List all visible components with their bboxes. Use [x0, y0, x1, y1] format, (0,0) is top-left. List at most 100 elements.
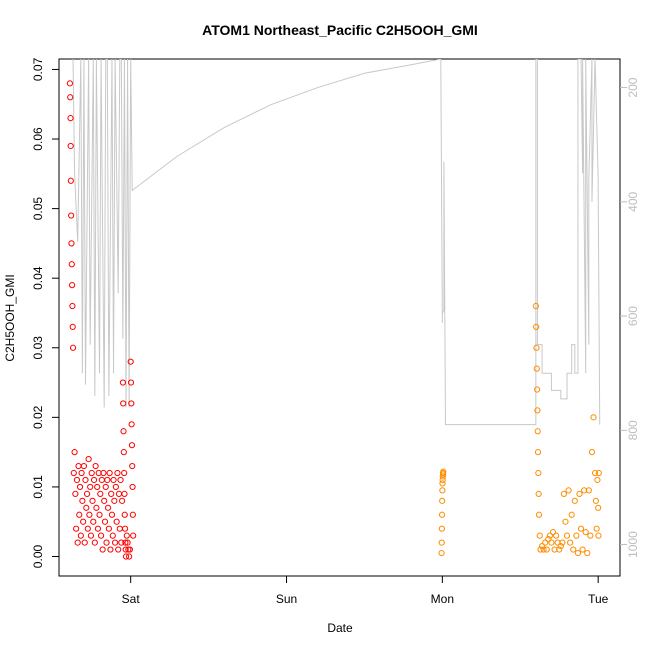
data-point: [94, 483, 101, 491]
y-tick-label: 0.00: [31, 545, 45, 569]
data-point: [121, 490, 128, 497]
data-point: [560, 490, 568, 497]
data-point: [81, 539, 88, 546]
data-point: [82, 476, 89, 484]
data-point: [570, 546, 577, 553]
data-point: [126, 553, 133, 560]
data-point: [93, 504, 100, 511]
data-point: [99, 546, 106, 553]
data-point: [103, 539, 110, 546]
data-point: [584, 549, 591, 557]
data-point: [87, 532, 95, 539]
data-point: [120, 428, 127, 435]
data-point: [105, 525, 112, 532]
data-point: [535, 490, 542, 497]
data-point: [591, 469, 599, 477]
axes-layer: 0.00 0.01 0.02 0.03 0.04 0.05 0.06 0.07 Sat Sun Mo…: [31, 57, 640, 606]
data-point: [107, 546, 114, 553]
data-point: [69, 302, 76, 310]
data-point: [96, 511, 103, 518]
y-tick-label: 0.02: [31, 405, 45, 429]
data-point: [89, 497, 96, 504]
data-point: [533, 323, 540, 330]
data-point: [88, 469, 95, 477]
data-point: [95, 469, 102, 477]
x-tick-label: Tue: [588, 592, 609, 606]
x-tick-label: Sun: [276, 592, 297, 606]
data-point: [128, 400, 135, 407]
data-point: [80, 518, 87, 525]
data-point: [565, 487, 572, 494]
data-point: [67, 177, 74, 184]
data-point: [85, 456, 92, 463]
data-point: [68, 212, 75, 219]
data-point: [439, 497, 446, 504]
data-point: [535, 469, 542, 477]
data-point: [438, 511, 446, 518]
data-point: [568, 511, 575, 518]
data-point: [533, 365, 540, 372]
data-point: [439, 480, 446, 487]
data-point: [574, 549, 582, 557]
right-axis-tick-label: 1000: [626, 531, 640, 558]
right-axis-tick-label: 800: [626, 420, 640, 440]
data-point: [546, 532, 553, 539]
data-point: [69, 344, 77, 351]
data-point: [551, 546, 558, 553]
data-point: [109, 532, 116, 539]
data-point: [73, 525, 80, 532]
data-point: [587, 532, 594, 539]
data-point: [122, 539, 129, 546]
data-point: [67, 115, 74, 122]
data-point: [571, 497, 578, 504]
data-point: [119, 379, 126, 386]
data-point: [121, 511, 128, 518]
data-point: [128, 442, 136, 449]
data-point: [438, 549, 445, 557]
data-point: [92, 462, 99, 470]
data-point: [533, 344, 540, 351]
data-point: [548, 539, 555, 546]
data-point: [83, 504, 90, 511]
x-tick-label: Sat: [122, 592, 141, 606]
data-point: [104, 476, 111, 484]
y-tick-label: 0.05: [31, 197, 45, 221]
data-point: [121, 469, 128, 477]
data-point: [90, 476, 98, 484]
data-point: [127, 379, 135, 386]
data-point: [97, 490, 104, 497]
data-point: [538, 542, 546, 550]
data-point: [83, 490, 91, 497]
data-point: [114, 469, 121, 477]
data-point: [112, 539, 119, 546]
data-point: [101, 518, 109, 525]
data-point: [124, 539, 131, 546]
plot-frame: [58, 58, 621, 577]
data-point: [79, 497, 86, 504]
data-point: [94, 525, 102, 532]
data-point: [97, 532, 105, 539]
data-point: [129, 511, 136, 518]
data-point: [553, 532, 560, 539]
data-point: [557, 542, 564, 550]
data-point: [120, 449, 127, 456]
series-group-2: [438, 302, 602, 557]
data-point: [573, 532, 580, 539]
data-point: [77, 532, 84, 539]
data-point: [67, 94, 74, 101]
data-point: [542, 539, 549, 546]
data-point: [588, 449, 596, 456]
data-point: [120, 400, 127, 407]
data-point: [532, 302, 539, 310]
data-point: [68, 282, 76, 289]
data-point: [127, 358, 134, 365]
data-point: [554, 539, 561, 546]
data-point: [567, 539, 574, 546]
data-point: [559, 539, 566, 546]
data-point: [128, 421, 135, 428]
data-point: [549, 529, 557, 536]
data-point: [122, 546, 129, 553]
data-point: [71, 449, 78, 456]
